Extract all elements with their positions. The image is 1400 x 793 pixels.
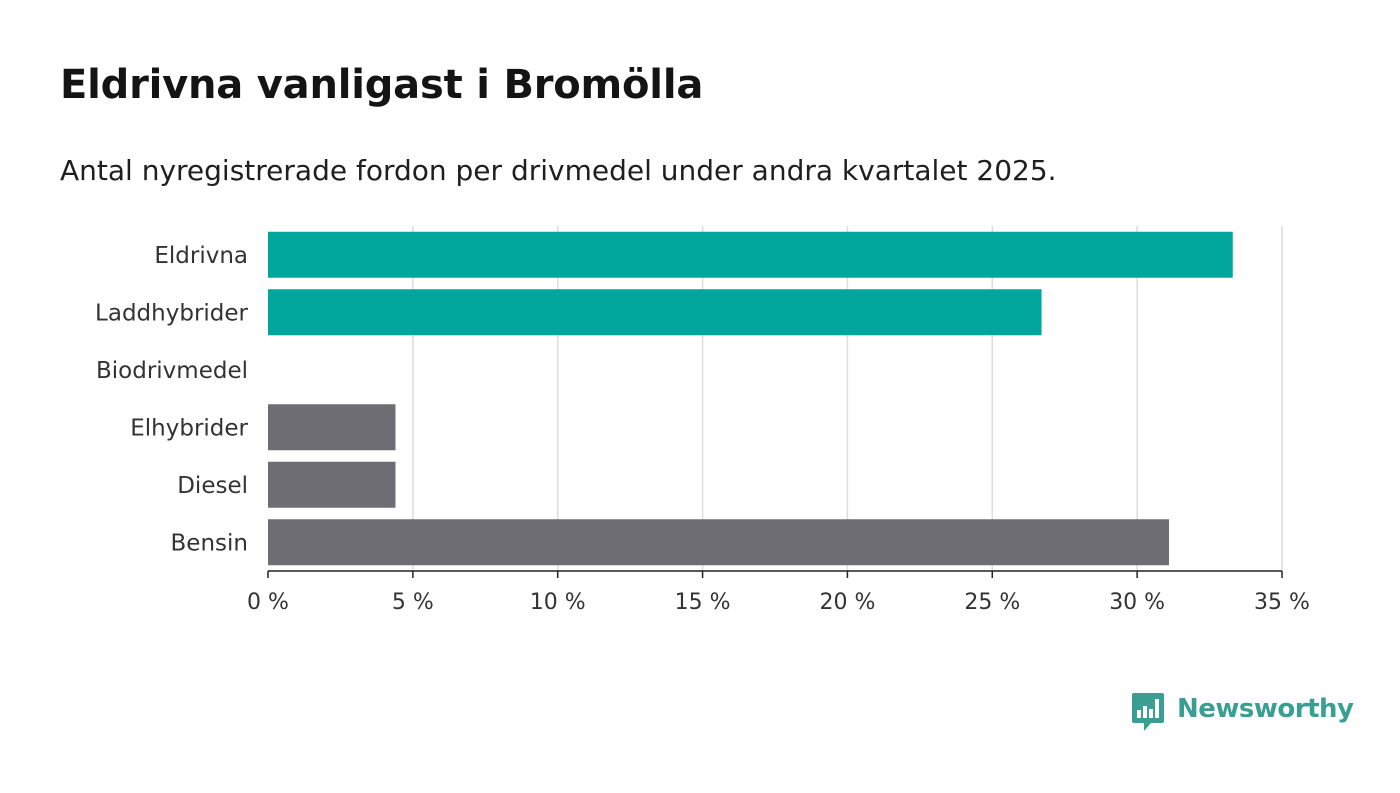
category-label: Elhybrider [130, 415, 248, 441]
bar-laddhybrider [268, 289, 1042, 336]
category-label: Diesel [177, 473, 248, 499]
newsworthy-logo: Newsworthy [1131, 690, 1354, 734]
x-tick-label: 5 % [392, 590, 434, 615]
chart-subtitle: Antal nyregistrerade fordon per drivmede… [60, 154, 1057, 187]
x-tick-label: 10 % [530, 590, 586, 615]
chart-title: Eldrivna vanligast i Bromölla [60, 62, 704, 108]
brand-name: Newsworthy [1177, 694, 1354, 724]
x-axis: 0 % 5 % 10 % 15 % 20 % 25 % 30 % 35 % [247, 570, 1310, 615]
x-tick-label: 30 % [1109, 590, 1165, 615]
x-tick-label: 15 % [675, 590, 731, 615]
category-label: Bensin [171, 530, 248, 556]
category-label: Laddhybrider [95, 300, 248, 326]
bars [268, 231, 1233, 566]
gridlines [412, 226, 1283, 571]
bar-eldrivna [268, 231, 1233, 278]
bar-elhybrider [268, 404, 396, 451]
category-label: Biodrivmedel [96, 358, 248, 384]
x-tick-label: 25 % [964, 590, 1020, 615]
category-labels: Eldrivna Laddhybrider Biodrivmedel Elhybrid… [95, 243, 248, 557]
x-tick-label: 35 % [1254, 590, 1310, 615]
category-label: Eldrivna [154, 243, 248, 269]
bar-bensin [268, 519, 1170, 566]
x-tick-label: 20 % [819, 590, 875, 615]
x-tick-label: 0 % [247, 590, 289, 615]
bar-chart-speech-bubble-icon [1132, 693, 1164, 731]
bar-diesel [268, 461, 396, 508]
